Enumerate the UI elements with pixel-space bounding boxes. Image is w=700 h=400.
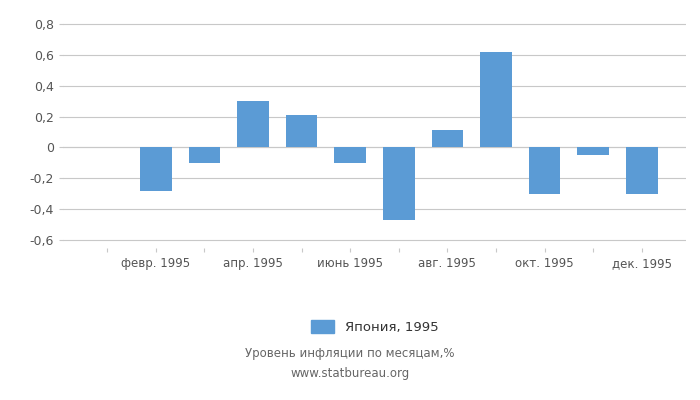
Bar [529,148,561,194]
Bar [237,101,269,148]
Bar [626,148,658,194]
Text: www.statbureau.org: www.statbureau.org [290,368,410,380]
Bar [480,52,512,148]
Text: Уровень инфляции по месяцам,%: Уровень инфляции по месяцам,% [245,348,455,360]
Bar [432,130,463,148]
Bar [140,148,172,191]
Bar [286,115,317,148]
Bar [383,148,414,220]
Bar [335,148,366,163]
Legend: Япония, 1995: Япония, 1995 [311,320,438,334]
Bar [188,148,220,163]
Bar [578,148,609,155]
